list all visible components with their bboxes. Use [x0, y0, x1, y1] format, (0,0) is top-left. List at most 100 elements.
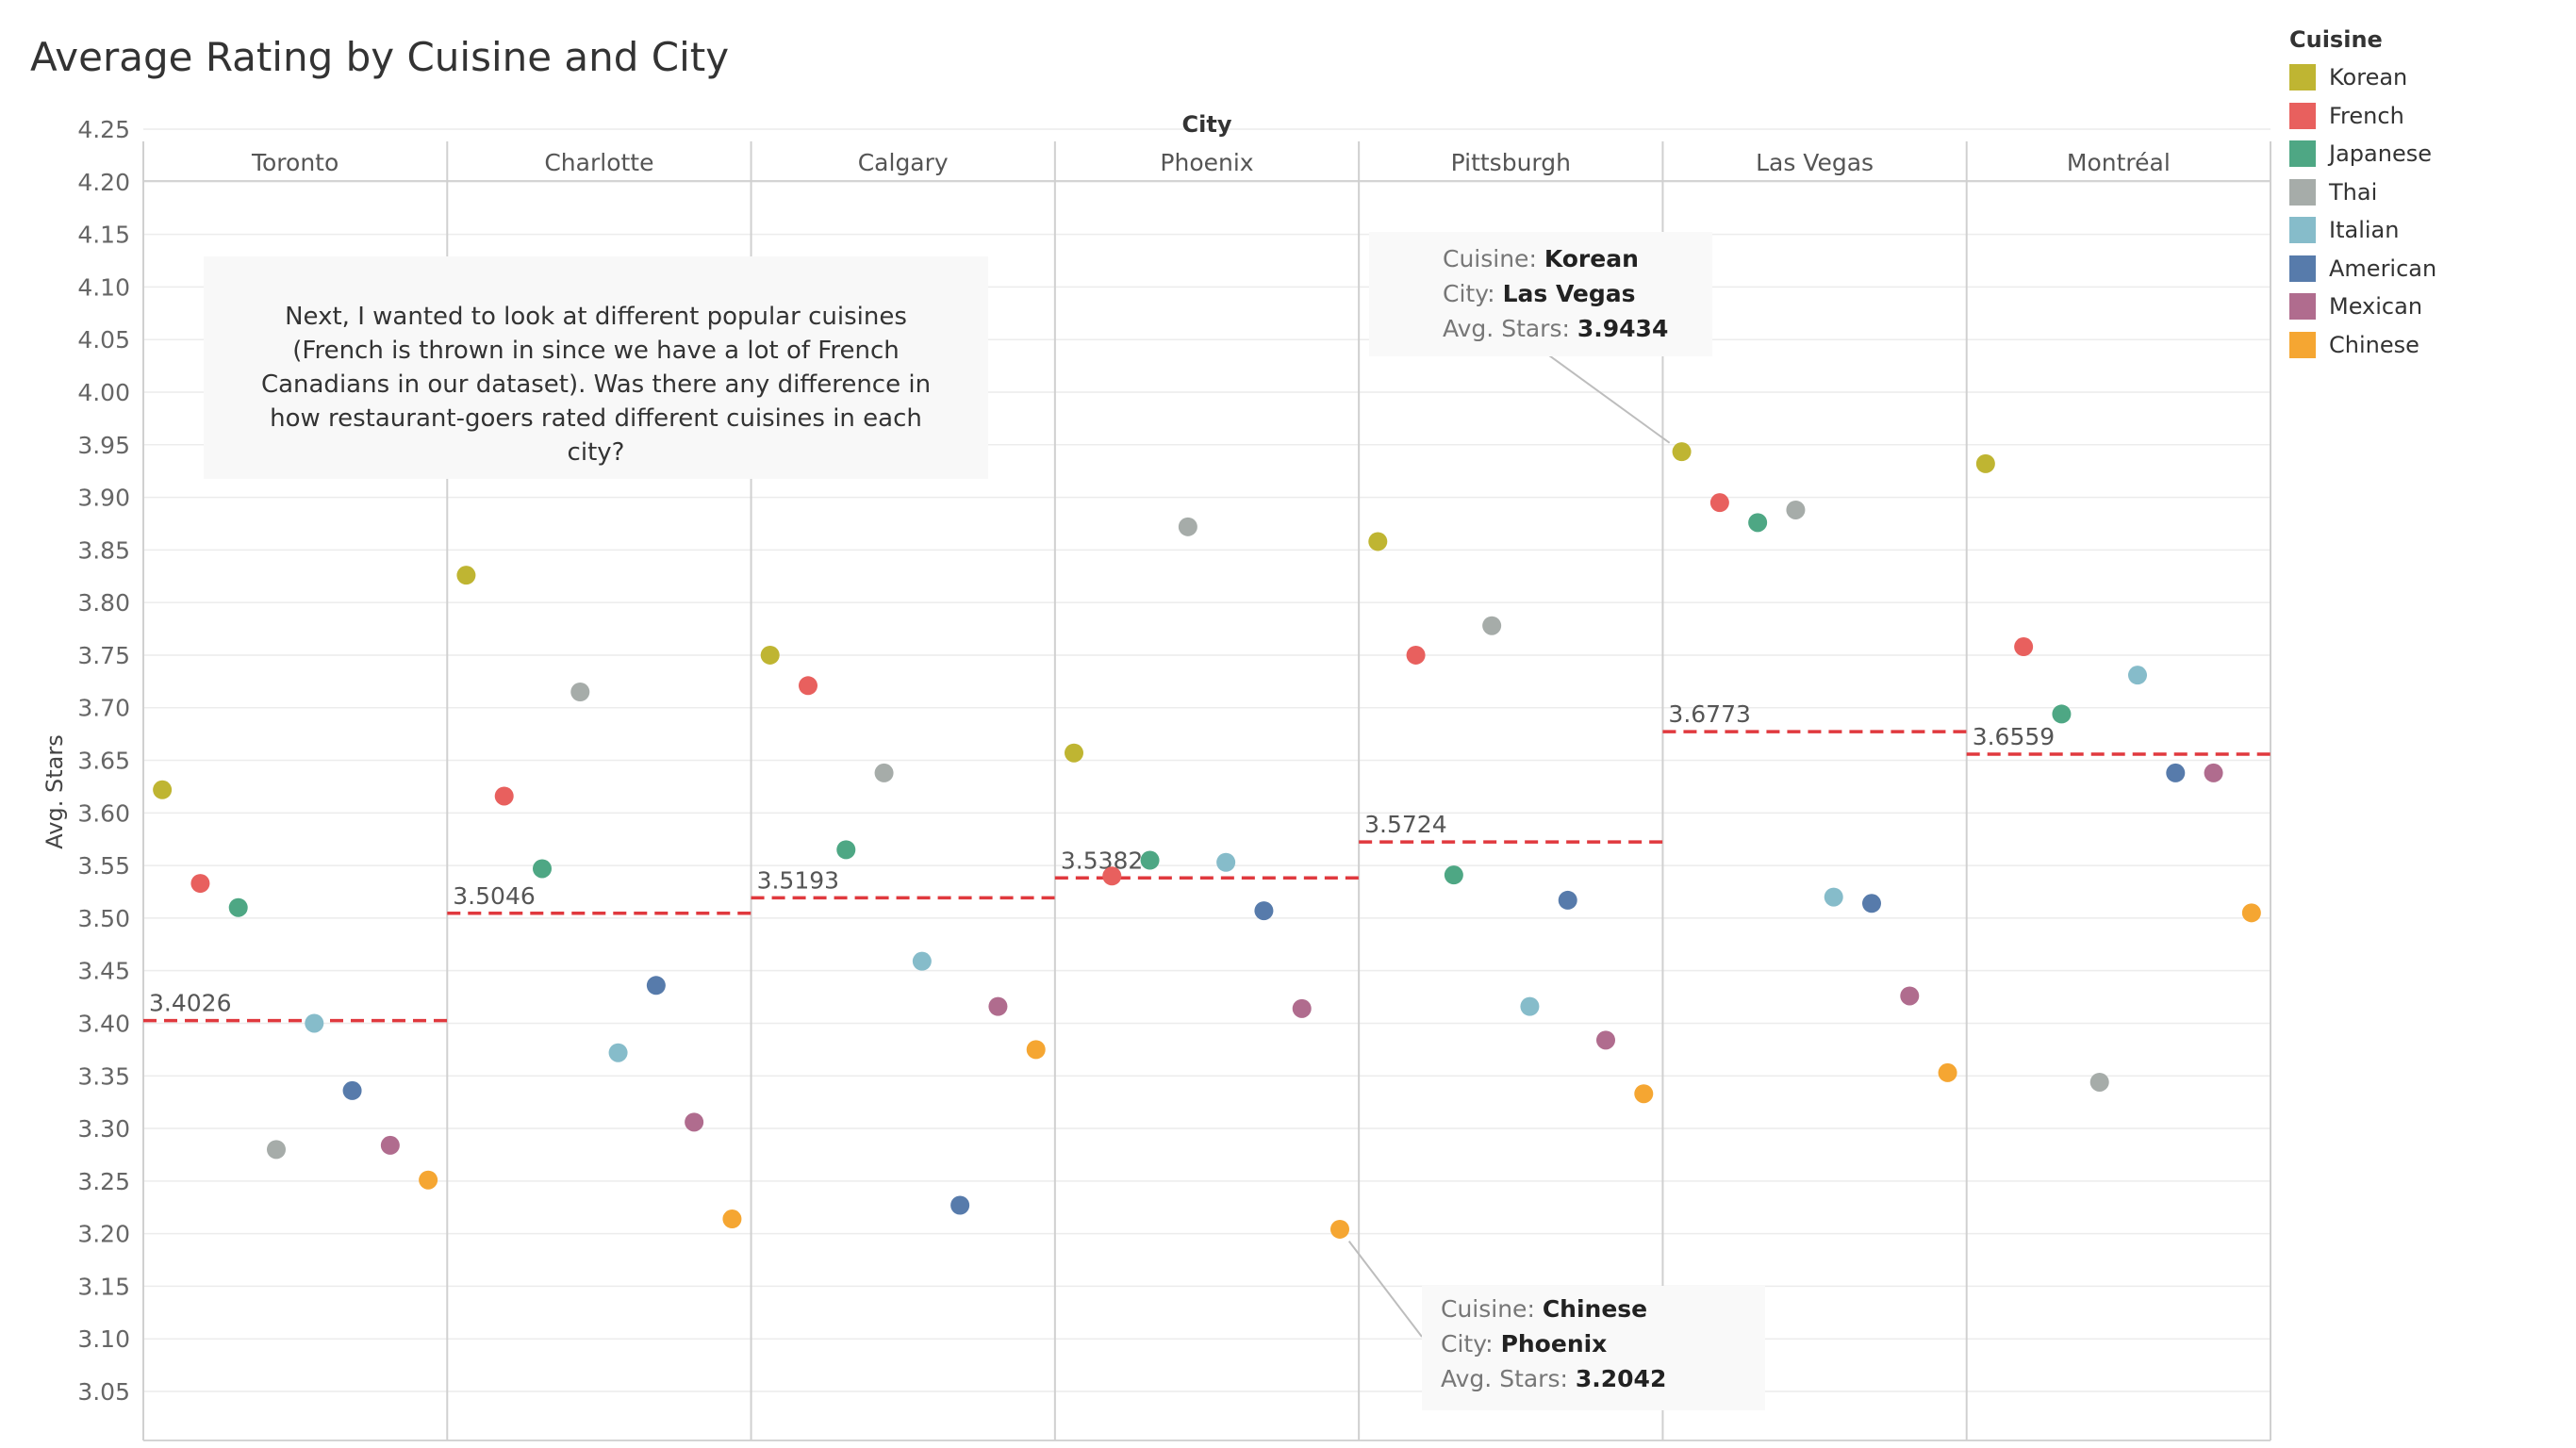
legend-item[interactable]: Chinese	[2289, 326, 2436, 365]
y-tick-label: 3.35	[77, 1062, 130, 1090]
column-header: City	[1182, 111, 1232, 138]
data-point	[1482, 616, 1502, 635]
data-point	[1102, 866, 1122, 886]
y-tick-label: 3.45	[77, 958, 130, 985]
tooltip-cuisine-row: Cuisine: Korean	[1443, 241, 1712, 276]
data-point	[1900, 986, 1920, 1006]
y-tick-label: 3.25	[77, 1168, 130, 1195]
y-axis-title: Avg. Stars	[41, 734, 68, 848]
data-point	[1444, 865, 1463, 885]
y-tick-label: 3.90	[77, 485, 130, 512]
legend-items: Korean French Japanese Thai Italian American M…	[2289, 58, 2436, 364]
legend-item[interactable]: Thai	[2289, 173, 2436, 212]
y-tick-label: 4.10	[77, 273, 130, 301]
legend-swatch	[2289, 217, 2316, 244]
y-tick-label: 3.60	[77, 799, 130, 827]
legend-item[interactable]: French	[2289, 97, 2436, 136]
reference-line-label: 3.6559	[1973, 723, 2055, 750]
tooltip-leaders	[1347, 350, 1671, 1338]
city-headers: City Toronto Charlotte Calgary Phoenix Pittsb…	[251, 111, 2171, 176]
data-point	[2052, 704, 2072, 724]
legend-item[interactable]: Italian	[2289, 211, 2436, 250]
legend-label: Thai	[2329, 178, 2378, 206]
legend-label: Italian	[2329, 217, 2400, 244]
data-point	[1140, 850, 1160, 870]
city-header-label: Montréal	[2067, 149, 2171, 176]
legend-item[interactable]: Japanese	[2289, 135, 2436, 173]
data-points	[153, 442, 2261, 1239]
data-point	[1406, 645, 1426, 665]
data-point	[722, 1209, 742, 1229]
legend-label: Chinese	[2329, 331, 2419, 358]
data-point	[874, 763, 894, 782]
data-point	[267, 1140, 286, 1160]
data-point	[646, 976, 666, 996]
tooltip-cuisine-label: Cuisine:	[1441, 1295, 1535, 1323]
y-tick-label: 4.25	[77, 116, 130, 143]
data-point	[1634, 1084, 1654, 1104]
data-point	[2014, 637, 2034, 657]
annotation-text: Next, I wanted to look at different popu…	[260, 303, 932, 467]
tooltip-value-label: Avg. Stars:	[1441, 1365, 1568, 1392]
y-tick-label: 3.15	[77, 1273, 130, 1300]
legend-item[interactable]: American	[2289, 250, 2436, 288]
y-tick-label: 3.05	[77, 1378, 130, 1406]
legend-item[interactable]: Mexican	[2289, 288, 2436, 326]
tooltip-cuisine-value: Korean	[1544, 245, 1639, 272]
y-tick-label: 3.80	[77, 589, 130, 617]
data-point	[608, 1043, 628, 1062]
y-axis: 3.05 3.10 3.15 3.20 3.25 3.30 3.35 3.40 3.45 3.50…	[41, 116, 130, 1406]
city-header-label: Toronto	[251, 149, 339, 176]
y-tick-label: 3.70	[77, 695, 130, 722]
reference-line-label: 3.5724	[1364, 811, 1446, 838]
tooltip-city-label: City:	[1443, 280, 1495, 307]
panel-frame	[142, 141, 2271, 1441]
tooltip-city-value: Las Vegas	[1502, 280, 1636, 307]
reference-lines: 3.4026 3.5046 3.5193 3.5382 3.5724 3.6773 3.65…	[143, 700, 2271, 1023]
data-point	[494, 786, 514, 806]
y-tick-label: 3.20	[77, 1221, 130, 1248]
data-point	[2166, 763, 2186, 782]
data-point	[1862, 894, 1881, 913]
data-point	[2204, 763, 2223, 782]
data-point	[1330, 1219, 1349, 1239]
data-point	[2128, 666, 2147, 685]
legend-swatch	[2289, 255, 2316, 282]
tooltip-cuisine-value: Chinese	[1542, 1295, 1648, 1323]
data-point	[305, 1013, 324, 1033]
data-point	[1254, 901, 1274, 921]
tooltip-cuisine-row: Cuisine: Chinese	[1441, 1292, 1765, 1326]
legend-swatch	[2289, 140, 2316, 168]
data-point	[533, 859, 552, 879]
legend-title: Cuisine	[2289, 26, 2383, 53]
tooltip-value-row: Avg. Stars: 3.9434	[1443, 311, 1712, 346]
reference-line-label: 3.5193	[757, 866, 839, 894]
data-point	[1368, 532, 1388, 551]
data-point	[1938, 1062, 1957, 1082]
legend-label: American	[2329, 255, 2437, 282]
data-point	[1786, 500, 1806, 519]
legend-swatch	[2289, 64, 2316, 91]
tooltip-city-row: City: Las Vegas	[1443, 276, 1712, 311]
data-point	[1672, 442, 1692, 462]
data-point	[456, 566, 476, 585]
data-point	[1748, 513, 1768, 533]
legend-item[interactable]: Korean	[2289, 58, 2436, 97]
data-point	[685, 1112, 704, 1132]
data-point	[799, 676, 817, 696]
data-point	[1178, 517, 1197, 536]
reference-line-label: 3.4026	[149, 990, 231, 1017]
data-point	[2089, 1072, 2109, 1092]
data-point	[1065, 743, 1083, 763]
tooltip-city-value: Phoenix	[1500, 1330, 1608, 1358]
data-point	[1709, 493, 1729, 513]
data-point	[1596, 1030, 1615, 1050]
y-tick-label: 3.85	[77, 536, 130, 564]
data-point	[950, 1195, 970, 1215]
tooltip-leader-line	[1347, 1241, 1423, 1338]
legend: Cuisine Korean French Japanese Thai Italian A…	[2289, 26, 2436, 364]
data-point	[153, 780, 173, 799]
data-point	[760, 645, 780, 665]
data-point	[1292, 998, 1312, 1018]
